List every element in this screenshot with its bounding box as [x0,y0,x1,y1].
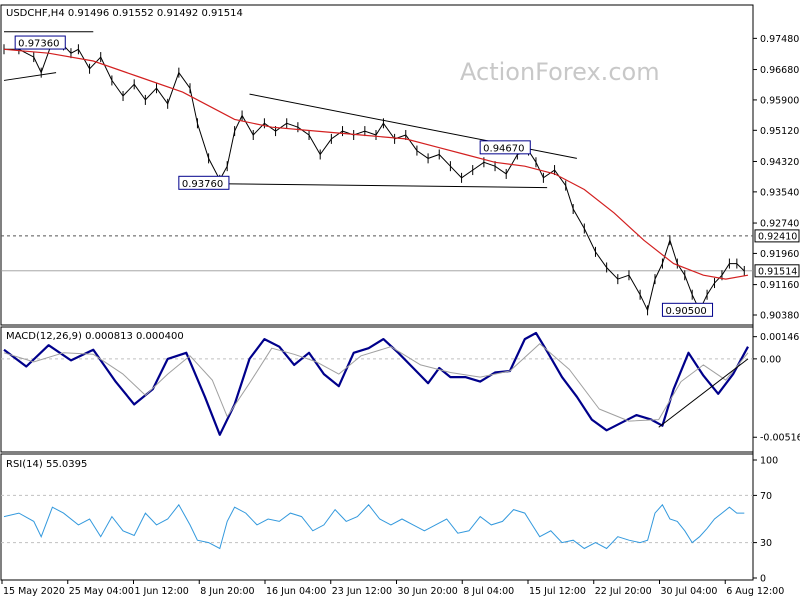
rsi-ytick-label: 30 [760,538,772,549]
macd-line [3,331,749,436]
price-ytick-label: 0.91960 [760,249,799,260]
price-ytick-label: 0.94320 [760,157,799,168]
price-ytick-label: 0.92740 [760,219,799,230]
x-tick-label: 8 Jun 20:00 [200,586,254,597]
rsi-line [3,503,745,550]
rsi-ytick-label: 100 [760,456,778,467]
annotation-label: 0.90500 [665,306,706,317]
price-ytick-label: 0.95900 [760,95,799,106]
macd-trendline [658,358,749,428]
x-tick-label: 15 Jul 12:00 [529,586,586,597]
price-ytick-label: 0.97480 [760,34,799,45]
x-tick-label: 8 Jul 04:00 [463,586,514,597]
annotation-box [479,140,531,155]
price-layer: 0.97360 0.93760 0.94670 0.90500 [1,31,753,317]
rsi-panel-frame [0,453,754,581]
annotation-label: 0.93760 [182,179,223,190]
x-tick-label: 16 Jun 04:00 [266,586,326,597]
x-tick-label: 22 Jul 20:00 [595,586,652,597]
signal-line [3,343,749,422]
annotation-label: 0.94670 [483,143,524,154]
annotation-box [178,175,230,190]
macd-ytick-label: -0.00516 [760,433,800,444]
x-tick-label: 25 May 04:00 [69,586,134,597]
price-header: USDCHF,H4 0.91496 0.91552 0.91492 0.9151… [6,8,243,19]
macd-layer [1,331,753,436]
moving-average-line [3,48,749,280]
x-tick-label: 1 Jun 12:00 [134,586,188,597]
rsi-ytick-label: 0 [760,574,766,585]
macd-header: MACD(12,26,9) 0.000813 0.000400 [6,331,184,342]
x-tick-label: 15 May 2020 [3,586,65,597]
macd-ytick-label: 0.00 [760,354,781,365]
price-trendline [219,183,548,189]
current-price-label: 0.91514 [758,266,797,277]
x-tick-label: 23 Jun 12:00 [332,586,392,597]
rsi-ytick-label: 70 [760,491,772,502]
x-tick-label: 6 Aug 12:00 [726,586,784,597]
price-trendline [3,72,57,81]
x-tick-label: 30 Jul 04:00 [660,586,717,597]
level-label: 0.92410 [758,231,797,242]
rsi-layer [1,494,753,550]
price-panel-frame [0,4,754,326]
price-ytick-label: 0.91160 [760,280,799,291]
annotation-box [14,35,66,50]
watermark: ActionForex.com [460,58,660,86]
macd-panel-frame [0,326,754,453]
price-ytick-label: 0.95120 [760,126,799,137]
level-label-box [754,229,800,243]
price-ytick-label: 0.90380 [760,310,799,321]
axis-layer: 0.97480 0.96680 0.95900 0.95120 0.94320 0.935… [1,34,800,597]
x-tick-label: 30 Jun 20:00 [397,586,457,597]
annotation-box [661,302,714,317]
macd-ytick-label: 0.001461 [760,332,800,343]
price-ytick-label: 0.93540 [760,187,799,198]
price-ytick-label: 0.96680 [760,65,799,76]
annotation-label: 0.97360 [18,39,59,50]
current-price-box [754,264,800,278]
rsi-header: RSI(14) 55.0395 [6,459,87,470]
